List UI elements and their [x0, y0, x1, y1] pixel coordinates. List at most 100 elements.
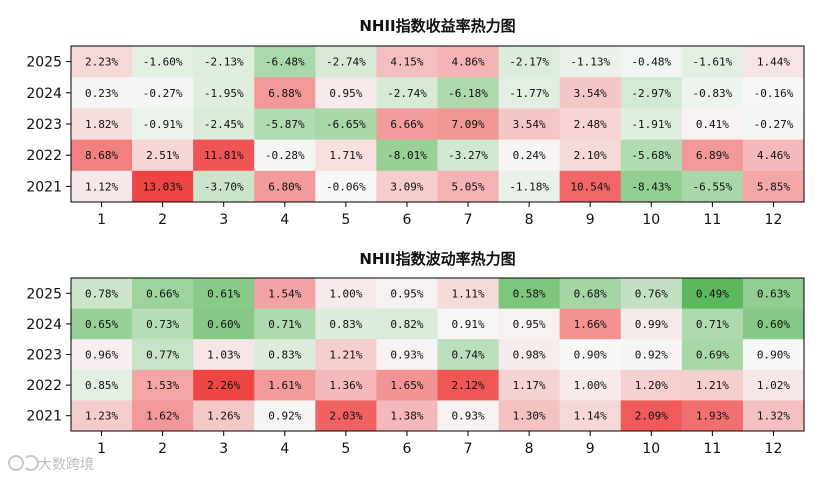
- heatmap-cell: [681, 46, 744, 78]
- heatmap-cell: [71, 339, 133, 371]
- cell-value-label: 4.15%: [390, 56, 423, 69]
- cell-value-label: 0.83%: [268, 349, 301, 362]
- cell-value-label: -5.68%: [631, 149, 671, 162]
- x-tick-label: 12: [765, 212, 783, 228]
- heatmap-cell: [498, 77, 561, 109]
- heatmap-cell: [498, 170, 561, 203]
- heatmap-cell: [132, 46, 194, 78]
- heatmap-cell: [681, 369, 744, 401]
- heatmap-cell: [254, 369, 316, 401]
- x-tick-label: 10: [642, 441, 660, 457]
- cell-value-label: 1.65%: [390, 379, 423, 392]
- heatmap-cell: [132, 77, 194, 109]
- heatmap-cell: [681, 139, 744, 172]
- cell-value-label: 2.10%: [574, 149, 607, 162]
- heatmap-cell: [71, 139, 133, 172]
- cell-value-label: 10.54%: [570, 180, 610, 193]
- cell-value-label: -0.27%: [754, 118, 794, 131]
- heatmap-cell: [71, 278, 133, 310]
- cell-value-label: 1.02%: [757, 379, 790, 392]
- x-tick-label: 12: [765, 441, 783, 457]
- heatmap-cell: [193, 278, 255, 310]
- heatmap-cell: [254, 46, 316, 78]
- x-tick-label: 8: [525, 212, 534, 228]
- heatmap-cell: [315, 369, 377, 401]
- heatmap-cell: [742, 170, 805, 203]
- heatmap-cell: [254, 77, 316, 109]
- cell-value-label: -0.06%: [326, 180, 366, 193]
- heatmap-cell: [376, 278, 438, 310]
- cell-value-label: -2.17%: [509, 56, 549, 69]
- cell-value-label: 0.60%: [207, 318, 240, 331]
- heatmap-cell: [315, 46, 377, 78]
- y-tick-label: 2023: [26, 117, 62, 133]
- cell-value-label: -1.91%: [631, 118, 671, 131]
- cell-value-label: -5.87%: [265, 118, 305, 131]
- heatmap-cell: [132, 170, 194, 203]
- heatmap-cell: [132, 308, 194, 340]
- heatmap-cell: [681, 77, 744, 109]
- heatmap-cell: [193, 46, 255, 78]
- cell-value-label: 1.00%: [574, 379, 607, 392]
- cell-value-label: 1.53%: [146, 379, 179, 392]
- cell-value-label: -2.74%: [387, 87, 427, 100]
- heatmap-cell: [437, 170, 500, 203]
- heatmap-cell: [376, 170, 438, 203]
- heatmap-cell: [559, 108, 622, 141]
- cell-value-label: -1.61%: [693, 56, 733, 69]
- cell-value-label: 3.54%: [574, 87, 607, 100]
- heatmap-cell: [498, 139, 561, 172]
- cell-value-label: 6.89%: [696, 149, 729, 162]
- y-tick-label: 2024: [26, 86, 62, 102]
- cell-value-label: 0.63%: [757, 287, 790, 300]
- heatmap-cell: [742, 369, 805, 401]
- x-tick-label: 1: [97, 212, 106, 228]
- heatmap-cell: [193, 400, 255, 432]
- heatmap-cell: [193, 308, 255, 340]
- heatmap-cell: [193, 369, 255, 401]
- heatmap-cell: [193, 339, 255, 371]
- cell-value-label: 0.82%: [390, 318, 423, 331]
- cell-value-label: 1.03%: [207, 349, 240, 362]
- cell-value-label: 3.09%: [390, 180, 423, 193]
- heatmap-cell: [132, 400, 194, 432]
- heatmap-cell: [71, 170, 133, 203]
- cell-value-label: 0.90%: [574, 349, 607, 362]
- heatmap-cell: [681, 400, 744, 432]
- cell-value-label: 0.58%: [513, 287, 546, 300]
- cell-value-label: 2.48%: [574, 118, 607, 131]
- heatmap-cell: [437, 108, 500, 141]
- cell-value-label: 0.93%: [390, 349, 423, 362]
- cell-value-label: 1.82%: [85, 118, 118, 131]
- heatmap-cell: [132, 108, 194, 141]
- y-tick-label: 2024: [26, 317, 62, 333]
- heatmap-cell: [742, 46, 805, 78]
- heatmap-cell: [376, 139, 438, 172]
- watermark-text: 大数跨境: [38, 457, 94, 473]
- heatmap-cell: [254, 108, 316, 141]
- cell-value-label: -0.83%: [693, 87, 733, 100]
- heatmap-cell: [498, 46, 561, 78]
- cell-value-label: 0.91%: [451, 318, 484, 331]
- heatmap-cell: [681, 308, 744, 340]
- cell-value-label: -3.70%: [204, 180, 244, 193]
- cell-value-label: -2.45%: [204, 118, 244, 131]
- cell-value-label: 0.71%: [268, 318, 301, 331]
- heatmap-cell: [620, 278, 683, 310]
- y-tick-label: 2022: [26, 378, 62, 394]
- heatmap-cell: [71, 108, 133, 141]
- cell-value-label: 0.61%: [207, 287, 240, 300]
- x-tick-label: 3: [219, 212, 228, 228]
- heatmap-cell: [315, 308, 377, 340]
- heatmap-cell: [315, 278, 377, 310]
- cell-value-label: 1.36%: [329, 379, 362, 392]
- cell-value-label: 1.23%: [85, 410, 118, 423]
- heatmap-cell: [498, 369, 561, 401]
- cell-value-label: 2.03%: [329, 410, 362, 423]
- heatmap-cell: [376, 46, 438, 78]
- y-tick-label: 2025: [26, 286, 62, 302]
- cell-value-label: 0.90%: [757, 349, 790, 362]
- heatmap-cell: [742, 308, 805, 340]
- cell-value-label: -6.18%: [448, 87, 488, 100]
